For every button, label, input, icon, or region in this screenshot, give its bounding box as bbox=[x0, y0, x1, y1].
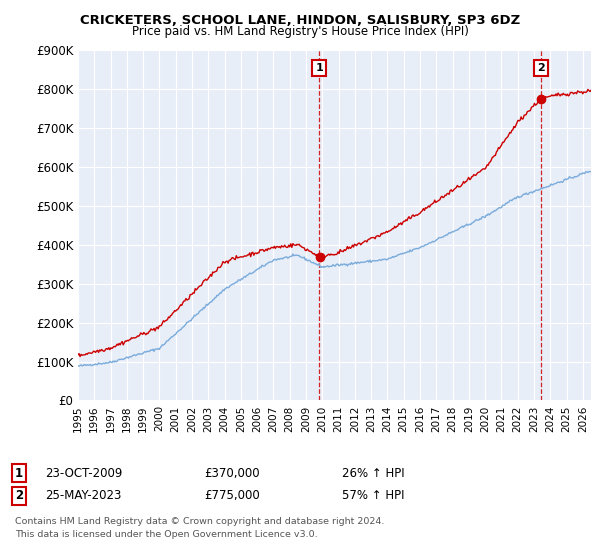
Text: This data is licensed under the Open Government Licence v3.0.: This data is licensed under the Open Gov… bbox=[15, 530, 317, 539]
Text: Price paid vs. HM Land Registry's House Price Index (HPI): Price paid vs. HM Land Registry's House … bbox=[131, 25, 469, 38]
Text: 57% ↑ HPI: 57% ↑ HPI bbox=[342, 489, 404, 502]
Text: 23-OCT-2009: 23-OCT-2009 bbox=[45, 466, 122, 480]
Text: 2: 2 bbox=[536, 63, 544, 73]
Text: CRICKETERS, SCHOOL LANE, HINDON, SALISBURY, SP3 6DZ: CRICKETERS, SCHOOL LANE, HINDON, SALISBU… bbox=[80, 14, 520, 27]
Text: £370,000: £370,000 bbox=[204, 466, 260, 480]
Text: £775,000: £775,000 bbox=[204, 489, 260, 502]
Text: 1: 1 bbox=[316, 63, 323, 73]
Text: 1: 1 bbox=[15, 466, 23, 480]
Text: Contains HM Land Registry data © Crown copyright and database right 2024.: Contains HM Land Registry data © Crown c… bbox=[15, 517, 385, 526]
Text: 25-MAY-2023: 25-MAY-2023 bbox=[45, 489, 121, 502]
Text: 2: 2 bbox=[15, 489, 23, 502]
Text: 26% ↑ HPI: 26% ↑ HPI bbox=[342, 466, 404, 480]
Legend: CRICKETERS, SCHOOL LANE, HINDON, SALISBURY, SP3 6DZ (detached house), HPI: Avera: CRICKETERS, SCHOOL LANE, HINDON, SALISBU… bbox=[77, 413, 523, 449]
